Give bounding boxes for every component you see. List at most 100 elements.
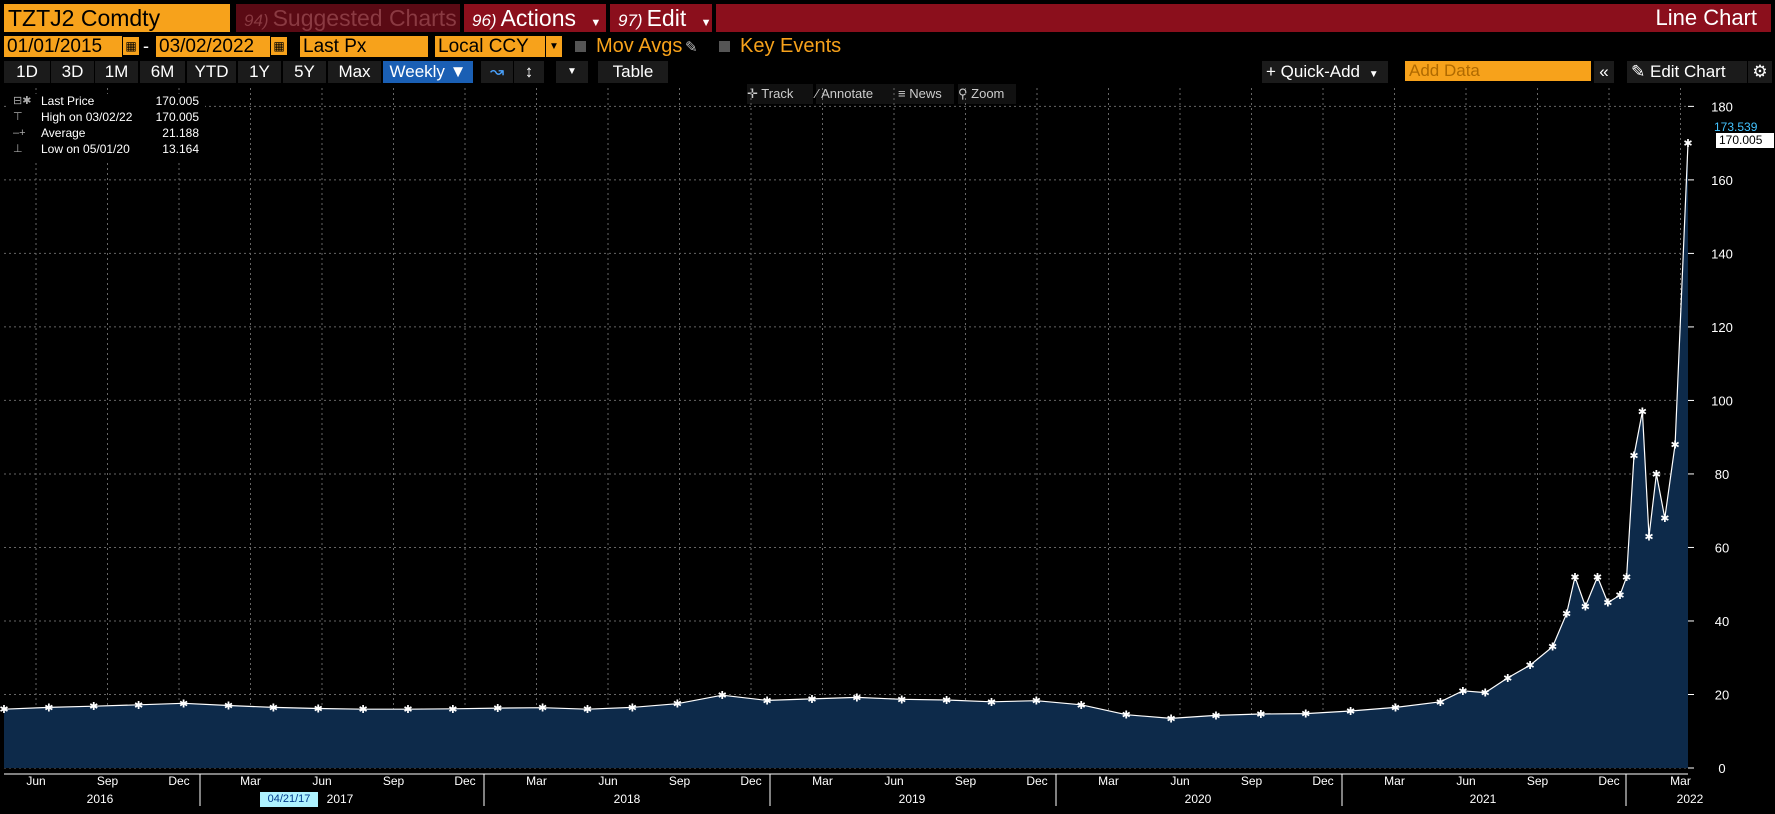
price-point: ✱ (1458, 685, 1467, 698)
add-data-input[interactable]: Add Data (1405, 61, 1591, 81)
start-date-field[interactable]: 01/01/2015 (4, 36, 122, 57)
pencil-icon: ✎ (1631, 62, 1646, 81)
mov-avgs-checkbox[interactable] (575, 41, 586, 52)
legend-label: High on 03/02/22 (41, 110, 133, 124)
price-point: ✱ (134, 699, 143, 712)
news-icon: ≡ (898, 86, 906, 101)
price-point: ✱ (1256, 708, 1265, 721)
period-5y[interactable]: 5Y (283, 61, 326, 83)
x-year-label: 2017 (327, 792, 354, 806)
collapse-icon[interactable]: « (1594, 61, 1614, 83)
last-price-tag: 170.005 (1716, 133, 1774, 148)
edit-button[interactable]: 97) Edit ▼ (610, 4, 712, 32)
edit-chart-label: Edit Chart (1649, 62, 1726, 81)
legend-low: ⊥ Low on 05/01/20 13.164 (8, 142, 205, 157)
calendar-icon[interactable]: ▦ (271, 37, 287, 55)
price-point: ✱ (1638, 405, 1647, 418)
gear-icon[interactable]: ⚙ (1748, 61, 1772, 83)
chevron-down-icon: ▼ (700, 17, 712, 29)
x-tick-label: Sep (1241, 774, 1263, 788)
period-6m[interactable]: 6M (140, 61, 185, 83)
x-year-label: 2018 (614, 792, 641, 806)
end-date-field[interactable]: 03/02/2022 (156, 36, 270, 57)
price-point: ✱ (673, 698, 682, 711)
y-tick-label: 20 (1715, 687, 1729, 702)
period-max[interactable]: Max (328, 61, 381, 83)
bar-chart-icon[interactable]: ↕ (514, 61, 544, 83)
price-point: ✱ (1436, 696, 1445, 709)
key-events-label: Key Events (740, 35, 842, 57)
price-point: ✱ (942, 694, 951, 707)
price-point: ✱ (1581, 600, 1590, 613)
price-point: ✱ (1615, 589, 1624, 602)
price-point: ✱ (897, 693, 906, 706)
chevron-down-icon[interactable]: ▼ (556, 61, 588, 83)
y-tick-label: 120 (1711, 320, 1733, 335)
date-separator: - (143, 36, 149, 56)
price-area (4, 143, 1688, 769)
line-chart-icon[interactable]: ↝ (481, 61, 513, 83)
x-tick-label: Sep (955, 774, 977, 788)
track-label: Track (761, 86, 794, 101)
price-point: ✱ (269, 701, 278, 714)
x-tick-label: Mar (526, 774, 547, 788)
zoom-tool[interactable]: ⚲ Zoom (958, 84, 1016, 104)
calendar-icon[interactable]: ▦ (123, 37, 139, 55)
price-point: ✱ (1622, 571, 1631, 584)
edit-chart-button[interactable]: ✎ Edit Chart (1627, 61, 1747, 83)
x-tick-label: Dec (740, 774, 761, 788)
period-1y[interactable]: 1Y (238, 61, 281, 83)
price-point: ✱ (718, 689, 727, 702)
chevron-down-icon[interactable]: ▼ (546, 36, 562, 57)
pencil-icon[interactable]: ✎ (685, 39, 698, 56)
price-line (3, 143, 1689, 720)
x-tick-label: Dec (168, 774, 189, 788)
table-button[interactable]: Table (598, 61, 668, 83)
y-tick-label: 0 (1718, 761, 1725, 776)
price-point: ✱ (493, 702, 502, 715)
frequency-select[interactable]: Weekly ▼ (383, 61, 473, 83)
price-point: ✱ (1683, 137, 1692, 150)
price-point: ✱ (44, 701, 53, 714)
period-1m[interactable]: 1M (95, 61, 138, 83)
ticker-field[interactable]: TZTJ2 Comdty (4, 4, 230, 32)
actions-num: 96) (472, 11, 497, 30)
x-tick-label: Mar (1670, 774, 1691, 788)
period-ytd[interactable]: YTD (187, 61, 236, 83)
price-point: ✱ (403, 703, 412, 716)
price-point: ✱ (1593, 571, 1602, 584)
high-price-tag: 173.539 (1714, 120, 1758, 134)
actions-button[interactable]: 96) Actions ▼ (464, 4, 606, 32)
pencil-icon: ∕ (816, 86, 819, 101)
period-3d[interactable]: 3D (51, 61, 94, 83)
x-axis: Jun Sep Dec Mar Jun Sep Dec Mar Jun Sep Dec Mar Jun S… (4, 773, 1704, 806)
price-point: ✱ (1077, 699, 1086, 712)
price-point: ✱ (1301, 708, 1310, 721)
quick-add-button[interactable]: + Quick-Add ▼ (1262, 61, 1388, 83)
price-point: ✱ (89, 700, 98, 713)
price-chart[interactable]: ✱ ✱ ✱ ✱ ✱ ✱ ✱ ✱ ✱ ✱ ✱ ✱ ✱ ✱ ✱ ✱ ✱ ✱ ✱ ✱ ✱ ✱ ✱ ✱ ✱ ✱ ✱ ✱ ✱ ✱ ✱ ✱ ✱ ✱ ✱ ✱ ✱ ✱ ✱ ✱… (0, 85, 1775, 814)
period-1d[interactable]: 1D (4, 61, 50, 83)
suggested-charts-button[interactable]: 94) Suggested Charts (236, 4, 460, 32)
collapse-icon[interactable]: ⊟✱ (13, 95, 32, 107)
legend-label: Low on 05/01/20 (41, 142, 130, 156)
currency-select[interactable]: Local CCY (435, 36, 545, 57)
legend-label: Last Price (41, 94, 95, 108)
news-tool[interactable]: ≡ News (898, 84, 954, 104)
x-tick-label: Jun (26, 774, 45, 788)
x-tick-label: Sep (669, 774, 691, 788)
price-point: ✱ (1391, 701, 1400, 714)
x-tick-label: Dec (454, 774, 475, 788)
period-bar: 1D 3D 1M 6M YTD 1Y 5Y Max Weekly ▼ ↝ ↕ ▼… (0, 58, 1775, 84)
key-events-checkbox[interactable] (719, 41, 730, 52)
price-point: ✱ (762, 694, 771, 707)
x-tick-label: Jun (312, 774, 331, 788)
x-tick-label: Mar (1098, 774, 1119, 788)
mov-avgs-label: Mov Avgs (596, 35, 683, 57)
price-field-select[interactable]: Last Px (300, 36, 428, 57)
annotate-label: Annotate (821, 86, 874, 101)
x-year-label: 2021 (1470, 792, 1497, 806)
legend-value: 13.164 (162, 142, 199, 156)
annotate-tool[interactable]: ∕ Annotate (816, 84, 898, 104)
track-tool[interactable]: ✛ Track (747, 84, 813, 104)
